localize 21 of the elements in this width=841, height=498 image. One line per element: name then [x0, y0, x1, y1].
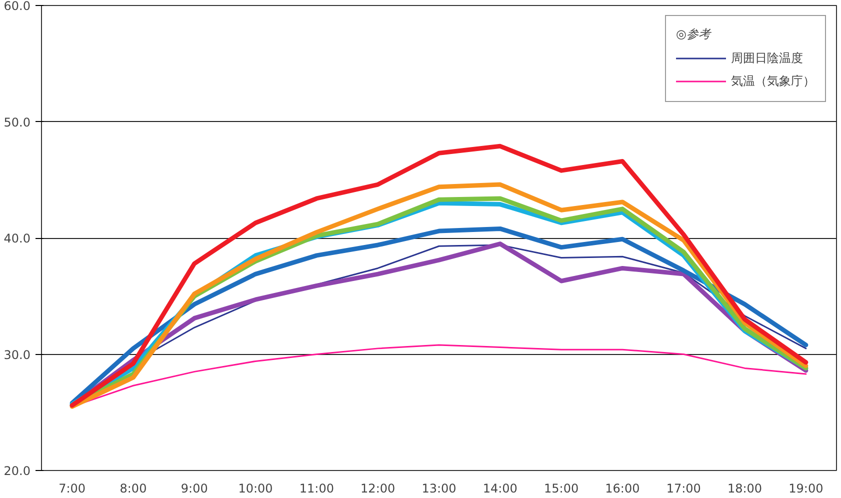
x-tick-label: 11:00 [299, 482, 334, 496]
x-tick-label: 7:00 [58, 482, 86, 496]
y-tick-label: 60.0 [4, 0, 30, 13]
y-tick-label: 40.0 [4, 232, 30, 246]
legend-label: 気温（気象庁） [731, 72, 815, 90]
x-tick-label: 13:00 [422, 482, 456, 496]
legend-title: ◎参考 [676, 26, 712, 43]
x-tick-label: 18:00 [727, 482, 762, 496]
y-tick-label: 50.0 [4, 115, 30, 130]
x-tick-label: 19:00 [788, 482, 824, 496]
x-tick-label: 9:00 [180, 482, 208, 496]
x-tick-label: 8:00 [120, 482, 147, 496]
y-tick-label: 20.0 [4, 464, 30, 478]
x-tick-label: 12:00 [360, 482, 396, 496]
x-tick-label: 14:00 [482, 482, 518, 496]
y-tick-label: 30.0 [4, 348, 30, 362]
x-tick-label: 17:00 [666, 482, 701, 496]
x-tick-label: 10:00 [238, 482, 273, 496]
x-tick-label: 16:00 [605, 482, 640, 496]
x-tick-label: 15:00 [544, 482, 579, 496]
legend-label: 周囲日陰温度 [731, 50, 803, 66]
